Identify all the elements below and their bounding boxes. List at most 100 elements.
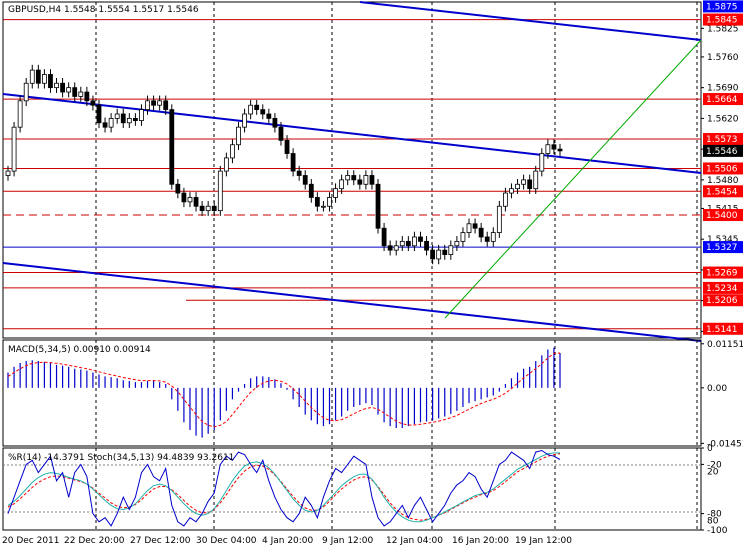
- candle-body: [23, 82, 29, 102]
- candle-body: [503, 192, 508, 207]
- candle-body: [108, 117, 114, 128]
- time-tick-label: 27 Dec 12:00: [130, 536, 191, 546]
- candle-body: [345, 175, 351, 181]
- candle-body: [11, 126, 17, 172]
- candle-body: [60, 82, 65, 93]
- lower-channel-line: [2, 262, 702, 342]
- candle-body: [412, 236, 417, 247]
- candle-body: [478, 227, 484, 238]
- macd-tick-label: 0.00: [707, 384, 727, 394]
- candle-body: [327, 197, 332, 207]
- candle-body: [442, 249, 448, 255]
- candle-body: [266, 113, 272, 119]
- candle-body: [460, 232, 466, 242]
- time-tick-label: 30 Dec 04:00: [196, 536, 257, 546]
- price-label-box: [703, 241, 743, 254]
- price-panel: GBPUSD,H4 1.5548 1.5554 1.5517 1.5546: [2, 1, 702, 342]
- price-tick-label: 1.5345: [707, 235, 739, 245]
- time-tick-label: 12 Jan 04:00: [386, 536, 443, 546]
- candle-body: [72, 87, 78, 97]
- candle-body: [139, 109, 144, 121]
- price-label-text: 1.5573: [706, 135, 738, 145]
- macd-histogram: [7, 347, 561, 438]
- price-label-box: [703, 281, 743, 294]
- macd-tick-label: -0.01451: [707, 439, 743, 449]
- candle-body: [496, 205, 502, 233]
- price-label-box: [703, 133, 743, 146]
- candle-body: [375, 183, 381, 229]
- macd-tick-label: 0.01151: [707, 340, 743, 350]
- mid-channel-line: [2, 93, 702, 174]
- candle-body: [509, 188, 514, 194]
- price-label-box: [703, 93, 743, 106]
- candle-body: [211, 205, 217, 212]
- candle-body: [490, 232, 496, 242]
- current-price-box: [703, 144, 743, 157]
- candle-body: [230, 144, 235, 159]
- chart-header: GBPUSD,H4 1.5548 1.5554 1.5517 1.5546: [8, 5, 199, 15]
- candle-body: [424, 240, 429, 251]
- price-label-text: 1.5269: [706, 269, 738, 279]
- oscillator-axis: 0 -20 -80 -100 20 80: [701, 444, 728, 536]
- candle-body: [145, 100, 150, 111]
- candle-body: [17, 100, 23, 128]
- stoch-signal-line: [7, 453, 561, 521]
- candle-body: [187, 197, 193, 203]
- horizontal-levels: [3, 19, 701, 330]
- candle-body: [539, 153, 545, 172]
- candle-body: [5, 170, 11, 176]
- price-tick-label: 1.5620: [707, 114, 739, 124]
- candle-body: [387, 245, 393, 251]
- price-label-text: 1.5141: [706, 325, 738, 335]
- candle-body: [405, 240, 411, 247]
- time-axis: 20 Dec 2011 22 Dec 20:00 27 Dec 12:00 30 De…: [2, 536, 572, 546]
- candle-body: [284, 139, 290, 154]
- price-panel-frame: [2, 1, 702, 339]
- price-label-box: [703, 294, 743, 307]
- stoch-main-line: [7, 452, 560, 523]
- candle-body: [418, 236, 423, 242]
- williams-r-line: [7, 449, 561, 527]
- time-tick-label: 22 Dec 20:00: [64, 536, 125, 546]
- osc-tick-label: -20: [707, 460, 722, 470]
- macd-panel-frame: [2, 339, 702, 447]
- candle-body: [96, 104, 102, 124]
- upper-channel-line: [359, 1, 702, 41]
- candle-body: [242, 113, 247, 128]
- candle-body: [114, 113, 120, 119]
- candle-body: [217, 170, 223, 212]
- candle-body: [448, 245, 454, 255]
- candle-body: [126, 117, 132, 124]
- candle-body: [339, 179, 345, 190]
- price-tick-label: 1.5760: [707, 53, 739, 63]
- candle-body: [430, 249, 436, 260]
- candle-body: [369, 175, 375, 185]
- candle-body: [157, 100, 163, 106]
- price-label-box: [703, 209, 743, 222]
- time-tick-label: 9 Jan 12:00: [322, 536, 374, 546]
- oscillator-label: %R(14) -14.3791 Stoch(34,5,13) 94.4839 9…: [8, 453, 234, 463]
- stoch-level-label: 80: [707, 517, 719, 527]
- candle-body: [557, 148, 563, 152]
- candle-body: [545, 144, 551, 154]
- price-label-box: [703, 322, 743, 335]
- candle-body: [278, 126, 284, 141]
- price-label-box: [703, 13, 743, 26]
- candle-body: [54, 82, 59, 89]
- vertical-grid: [95, 2, 698, 338]
- candle-body: [84, 91, 90, 102]
- candle-body: [29, 69, 35, 84]
- time-tick-label: 20 Dec 2011: [2, 536, 60, 546]
- oscillator-vertical-grid: [95, 448, 698, 530]
- candle-body: [363, 175, 369, 185]
- candle-body: [333, 188, 338, 198]
- candle-body: [175, 183, 181, 194]
- oscillator-panel-frame: [2, 447, 702, 531]
- candle-body: [527, 179, 533, 190]
- candle-body: [533, 170, 539, 190]
- candle-body: [199, 205, 205, 212]
- candle-body: [248, 104, 254, 115]
- candle-body: [66, 87, 72, 93]
